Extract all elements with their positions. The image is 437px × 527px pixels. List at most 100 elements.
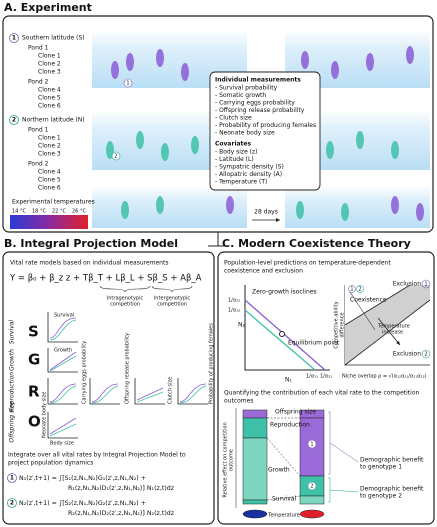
box-item: - Body size (z)	[215, 149, 258, 156]
integrate: Integrate over all vital rates by Integr…	[8, 452, 186, 459]
region-marker: 1	[350, 287, 353, 293]
region-label: Exclusion	[393, 281, 421, 288]
box-heading: Individual measurements	[215, 77, 301, 84]
intro: Vital rate models based on individual me…	[10, 260, 168, 267]
pond: Pond 2	[28, 161, 49, 168]
axis-label: N₂	[238, 322, 245, 329]
group-number: 2	[12, 117, 16, 124]
group-label: Northern latitude (N)	[22, 117, 85, 124]
ipm-equation: N₂(z′,t+1) = ∫[S₂(z,N₁,N₂)G₂(z′,z,N₁,N₂)…	[19, 500, 146, 507]
arrow-head	[276, 218, 280, 222]
group-label: Southern latitude (S)	[22, 35, 85, 42]
brace	[99, 285, 193, 293]
plot-label: Probability of producing females	[209, 323, 215, 404]
plot-label: Growth	[54, 348, 72, 354]
bar-marker: 1	[310, 442, 313, 448]
clone: Clone 4	[38, 169, 61, 176]
intro: outcomes	[224, 398, 253, 405]
panel-box	[2, 251, 215, 525]
region-label: Coexistence	[350, 297, 387, 304]
tick: 1/α₂₂	[228, 298, 240, 304]
row-letter: O	[28, 413, 41, 431]
plot-label: Body size	[50, 441, 74, 447]
plot-label: Carrying eggs probability	[82, 341, 88, 404]
benefit-label: Demographic benefit	[360, 486, 424, 493]
clone: Clone 6	[38, 185, 61, 192]
mini-plots	[47, 312, 208, 439]
bar-label: Survival	[272, 496, 297, 503]
region-label: Exclusion	[393, 351, 421, 358]
box-item: - Sympatric density (S)	[215, 164, 284, 171]
tick: 1/α₂₁	[320, 374, 332, 380]
box-item: - Latitude (L)	[215, 156, 254, 163]
number-circle	[7, 498, 17, 508]
axis-label: Relative effect on competition	[223, 422, 229, 497]
plot-label: Offspring release probability	[125, 333, 131, 404]
plot-label: Survival	[54, 313, 74, 319]
panel-title: C. Modern Coexistence Theory	[222, 237, 411, 250]
box-item: - Survival probability	[215, 85, 278, 92]
clone: Clone 3	[38, 151, 61, 158]
plot-label: Neonate body size	[42, 392, 48, 438]
panel-title: B. Integral Projection Model	[4, 237, 178, 250]
legend-label: 18 °C	[32, 209, 46, 215]
clone: Clone 6	[38, 103, 61, 110]
box-item: - Probability of producing females	[215, 122, 316, 129]
region-marker: 2	[358, 287, 361, 293]
pond: Pond 2	[28, 79, 49, 86]
box-item: - Clutch size	[215, 115, 252, 122]
temperature-bar	[10, 215, 88, 229]
bar-label: Growth	[268, 467, 290, 474]
legend-label: 22 °C	[52, 209, 66, 215]
duration: 28 days	[254, 209, 278, 216]
brace-label: Intragenotypic	[107, 296, 144, 302]
bar-label: Offspring size	[275, 409, 316, 416]
connector	[208, 232, 228, 247]
isocline-label: Zero-growth isoclines	[252, 289, 317, 296]
ipm-equation: R₂(z,N₁,N₂)D₂(z′,z,N₁,N₂)] N₂(z,t)dz	[68, 510, 175, 517]
pond: Pond 1	[28, 45, 49, 52]
row-letter: S	[28, 323, 39, 341]
effect-bars	[235, 408, 359, 519]
integrate: project population dynamics	[8, 460, 93, 467]
equilibrium-label: Equilibrium point	[288, 340, 340, 347]
row-label: Growth	[9, 349, 16, 371]
clone: Clone 1	[38, 53, 61, 60]
region-label: Temperature	[377, 324, 410, 330]
region-marker: 2	[424, 352, 427, 358]
clone: Clone 5	[38, 95, 61, 102]
row-letter: G	[28, 351, 40, 369]
box-item: - Offspring release probability	[215, 107, 305, 114]
plot-label: Clutch size	[168, 377, 174, 404]
axis-label: difference	[340, 312, 346, 337]
benefit-label: to genotype 1	[360, 464, 402, 471]
row-label: Survival	[9, 320, 16, 345]
isocline-plot	[244, 285, 330, 371]
brace-label: competition	[157, 302, 187, 308]
coexistence-plot	[344, 279, 431, 366]
panel-title: A. Experiment	[4, 1, 92, 14]
group-number: 1	[12, 35, 16, 42]
legend-title: Experimental temperatures	[12, 199, 95, 206]
axis-label: N₁	[285, 377, 292, 384]
clone: Clone 1	[38, 135, 61, 142]
brace-label: Intergenotypic	[154, 296, 191, 302]
ipm-equation: N₁(z′,t+1) = ∫[S₁(z,N₁,N₂)G₁(z′,z,N₁,N₂)…	[19, 475, 146, 482]
clone: Clone 2	[38, 143, 61, 150]
row-letter: R	[28, 383, 40, 401]
pond: Pond 1	[28, 127, 49, 134]
benefit-label: Demographic benefit	[360, 457, 424, 464]
measurement-box	[209, 71, 321, 191]
clone: Clone 3	[38, 69, 61, 76]
tick: 1/α₁₁	[306, 374, 318, 380]
clone: Clone 2	[38, 61, 61, 68]
box-item: - Carrying eggs probability	[215, 100, 295, 107]
equation-number: 1	[10, 475, 14, 482]
box-heading: Covariates	[215, 141, 251, 148]
intro: Population-level predictions on temperat…	[224, 260, 391, 267]
clone: Clone 5	[38, 177, 61, 184]
tick: 1/α₁₂	[228, 308, 240, 314]
legend-label: 14 °C	[12, 209, 26, 215]
brace-label: competition	[110, 302, 140, 308]
axis-label: Temperature	[267, 513, 300, 519]
